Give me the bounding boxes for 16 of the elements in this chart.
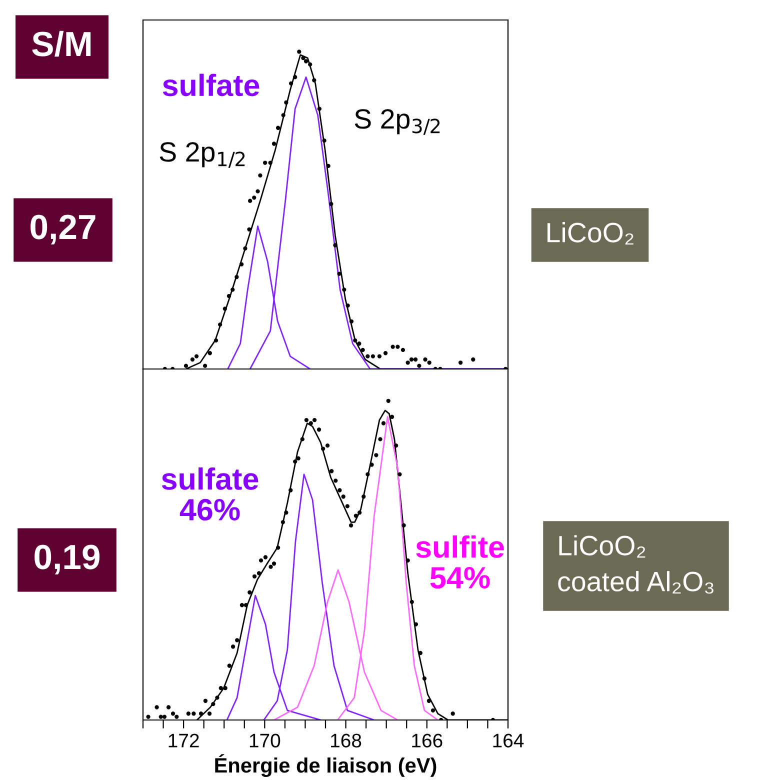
text: LiCoO₂: [548, 222, 634, 245]
x-tick-label: 170: [250, 734, 280, 748]
x-tick-label: 166: [412, 734, 442, 748]
text: 0,19: [34, 544, 100, 574]
text: 0,27: [30, 214, 96, 244]
annotation: sulfate: [162, 74, 260, 96]
annotation: sulfite 54%: [416, 535, 504, 589]
x-tick-label: 164: [493, 734, 524, 748]
annotation: sulfate 46%: [162, 467, 258, 521]
x-axis-title: Énergie de liaison (eV): [215, 754, 436, 777]
annotation: S 2p$_{1/2}$: [160, 142, 245, 168]
annotation: S 2p$_{3/2}$: [354, 109, 440, 135]
text: S/M: [32, 30, 91, 57]
text: LiCoO₂ coated Al₂O₃: [558, 535, 714, 594]
x-tick-label: 172: [168, 734, 199, 748]
x-tick-label: 168: [331, 734, 362, 748]
